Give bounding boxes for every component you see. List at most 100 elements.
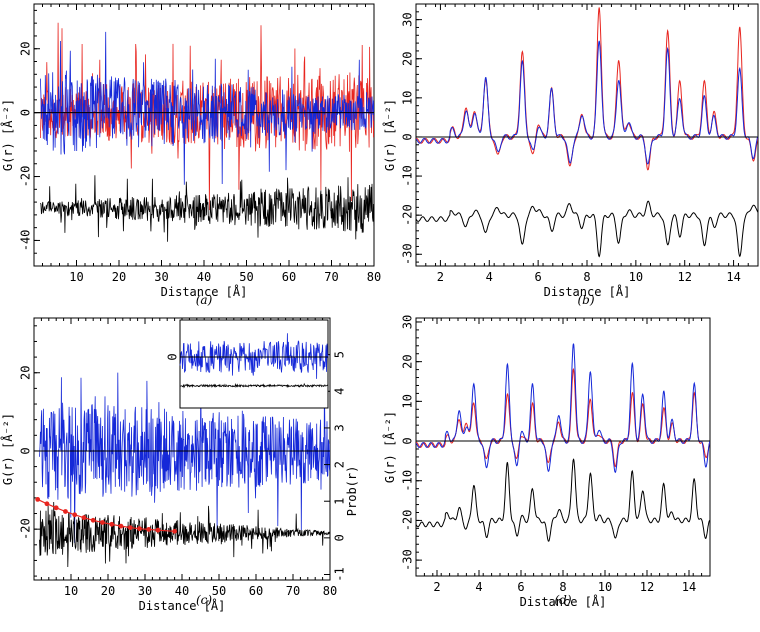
- prob-point: [44, 501, 50, 507]
- x-tick-label: 20: [112, 270, 126, 284]
- y-tick-label: -20: [19, 166, 33, 188]
- y-tick-label: -20: [19, 518, 33, 540]
- x-tick-label: 60: [282, 270, 296, 284]
- prob-point: [100, 520, 105, 525]
- x-tick-label: 30: [154, 270, 168, 284]
- prob-point: [109, 521, 115, 527]
- y-tick-label: 0: [19, 447, 33, 454]
- y-tick-label: -10: [401, 470, 415, 492]
- x-tick-label: 20: [101, 584, 115, 598]
- x-axis-label: Distance [Å]: [139, 598, 226, 613]
- x-tick-label: 10: [64, 584, 78, 598]
- y2-tick-label: 3: [333, 424, 347, 431]
- x-tick-label: 10: [598, 580, 612, 594]
- x-tick-label: 6: [535, 270, 542, 284]
- x-tick-label: 8: [583, 270, 590, 284]
- y-tick-label: 20: [401, 354, 415, 368]
- y-axis-label: G(r) [Å⁻²]: [382, 99, 397, 171]
- plot-area-a: [34, 22, 374, 242]
- panel-label: (a): [196, 293, 213, 307]
- plot-area-d: [416, 343, 710, 542]
- y2-tick-label: 5: [333, 351, 347, 358]
- y-axis-label: G(r) [Å⁻²]: [0, 99, 15, 171]
- series-black: [416, 458, 710, 542]
- panel-a: 10 20 30 40 50 60 70 80 -40 -20 0 20 Distance [Å] G(r…: [0, 3, 381, 307]
- x-tick-label: 4: [475, 580, 482, 594]
- y2-tick-label: 1: [333, 498, 347, 505]
- x-tick-label: 10: [629, 270, 643, 284]
- x-tick-label: 12: [677, 270, 691, 284]
- y-tick-label: 30: [401, 315, 415, 329]
- y-tick-label: -30: [401, 243, 415, 265]
- x-tick-label: 14: [682, 580, 696, 594]
- prob-point: [72, 512, 78, 518]
- prob-point: [146, 527, 152, 532]
- panel-label: (d): [554, 593, 571, 607]
- x-tick-label: 14: [726, 270, 740, 284]
- x-tick-label: 10: [69, 270, 83, 284]
- y-tick-label: -30: [401, 549, 415, 571]
- y-tick-label: 0: [401, 437, 415, 444]
- plot-frame: [415, 317, 711, 577]
- x-tick-label: 12: [640, 580, 654, 594]
- panel-label: (b): [577, 293, 594, 307]
- y-tick-label: 10: [401, 394, 415, 408]
- panel-b: 2 4 6 8 10 12 14 -30 -20 -10 0 10 20 30 Distance [Å] G(…: [382, 3, 759, 307]
- y-tick-label: 20: [401, 52, 415, 66]
- inset-series-black: [179, 382, 329, 389]
- x-tick-label: 4: [486, 270, 493, 284]
- y-tick-label: 30: [401, 12, 415, 26]
- y-tick-label: -40: [19, 230, 33, 252]
- panel-d: 2 4 6 8 10 12 14 -30 -20 -10 0 10 20 30 Distance [Å] G(…: [382, 315, 711, 609]
- x-tick-label: 6: [517, 580, 524, 594]
- x-tick-label: 40: [175, 584, 189, 598]
- y2-tick-label: 0: [333, 534, 347, 541]
- series-blue: [39, 372, 330, 543]
- prob-point: [81, 515, 87, 521]
- y-tick-label: 0: [19, 109, 33, 116]
- series-blue: [416, 40, 758, 165]
- inset-series-blue: [179, 333, 329, 379]
- x-axis-label: Distance [Å]: [161, 284, 248, 299]
- plot-area-b: [416, 7, 758, 258]
- x-tick-label: 2: [433, 580, 440, 594]
- inset-y-tick-label: 0: [166, 353, 180, 360]
- panel-label: (c): [196, 593, 212, 607]
- prob-point: [53, 505, 59, 511]
- y-axis-label: G(r) [Å⁻²]: [382, 411, 397, 483]
- y2-tick-label: 2: [333, 461, 347, 468]
- series-black: [416, 200, 758, 258]
- y-axis-label: G(r) [Å⁻²]: [0, 413, 15, 485]
- series-red: [416, 7, 758, 171]
- x-tick-label: 40: [197, 270, 211, 284]
- y-tick-label: -20: [401, 510, 415, 532]
- x-axis-label: Distance [Å]: [520, 594, 607, 609]
- prob-point: [90, 517, 96, 523]
- inset: 0: [166, 333, 329, 389]
- x-tick-label: 80: [367, 270, 381, 284]
- x-tick-label: 2: [437, 270, 444, 284]
- y2-axis-label: Prob(r): [345, 466, 359, 517]
- x-tick-label: 70: [324, 270, 338, 284]
- x-tick-label: 50: [239, 270, 253, 284]
- x-tick-label: 80: [323, 584, 337, 598]
- series-black: [40, 175, 374, 242]
- x-tick-label: 8: [559, 580, 566, 594]
- plot-area-c: [34, 372, 330, 568]
- prob-point: [155, 527, 161, 533]
- series-black: [39, 501, 330, 568]
- x-tick-label: 60: [249, 584, 263, 598]
- y-tick-label: 20: [19, 42, 33, 56]
- x-axis-label: Distance [Å]: [544, 284, 631, 299]
- prob-point: [35, 496, 41, 502]
- plot-frame: [415, 3, 759, 267]
- y-tick-label: 0: [401, 133, 415, 140]
- x-tick-label: 70: [286, 584, 300, 598]
- series-blue: [40, 31, 374, 185]
- prob-point: [127, 525, 133, 530]
- y-tick-label: -10: [401, 165, 415, 187]
- x-tick-label: 30: [138, 584, 152, 598]
- y-tick-label: -20: [401, 204, 415, 226]
